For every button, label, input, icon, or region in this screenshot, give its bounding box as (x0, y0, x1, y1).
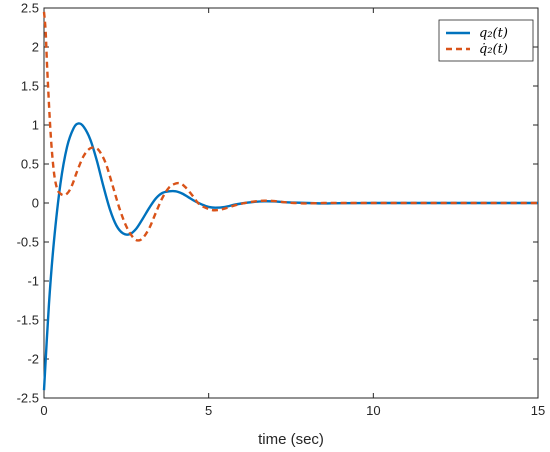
axis-ticks: 0 5 10 15 -2.5 -2 -1.5 -1 -0.5 0 0.5 1 1.5 2 2.5 (17, 1, 546, 419)
y-tick-label: -2.5 (17, 391, 39, 406)
y-tick-label: -1 (27, 274, 39, 289)
legend-box (438, 19, 534, 62)
y-tick-label: -2 (27, 352, 39, 367)
x-tick-label: 0 (40, 403, 47, 418)
y-tick-label: -0.5 (17, 235, 39, 250)
y-tick-label: 1.5 (21, 79, 39, 94)
y-tick-label: 2.5 (21, 1, 39, 16)
y-tick-label: -1.5 (17, 313, 39, 328)
legend: q₂(t) q̇₂(t) (438, 19, 534, 62)
x-axis-label: time (sec) (258, 431, 324, 448)
x-tick-label: 10 (366, 403, 380, 418)
legend-label-q2: q₂(t) (479, 26, 508, 41)
y-tick-label: 0 (32, 196, 39, 211)
x-tick-label: 5 (205, 403, 212, 418)
legend-label-q2-dot: q̇₂(t) (479, 42, 508, 57)
series-line-q2 (42, 122, 538, 391)
series-lines (42, 11, 538, 391)
y-tick-label: 0.5 (21, 157, 39, 172)
x-tick-label: 15 (531, 403, 545, 418)
series-line-q2-dot (42, 11, 538, 242)
y-tick-label: 1 (32, 118, 39, 133)
y-tick-label: 2 (32, 40, 39, 55)
